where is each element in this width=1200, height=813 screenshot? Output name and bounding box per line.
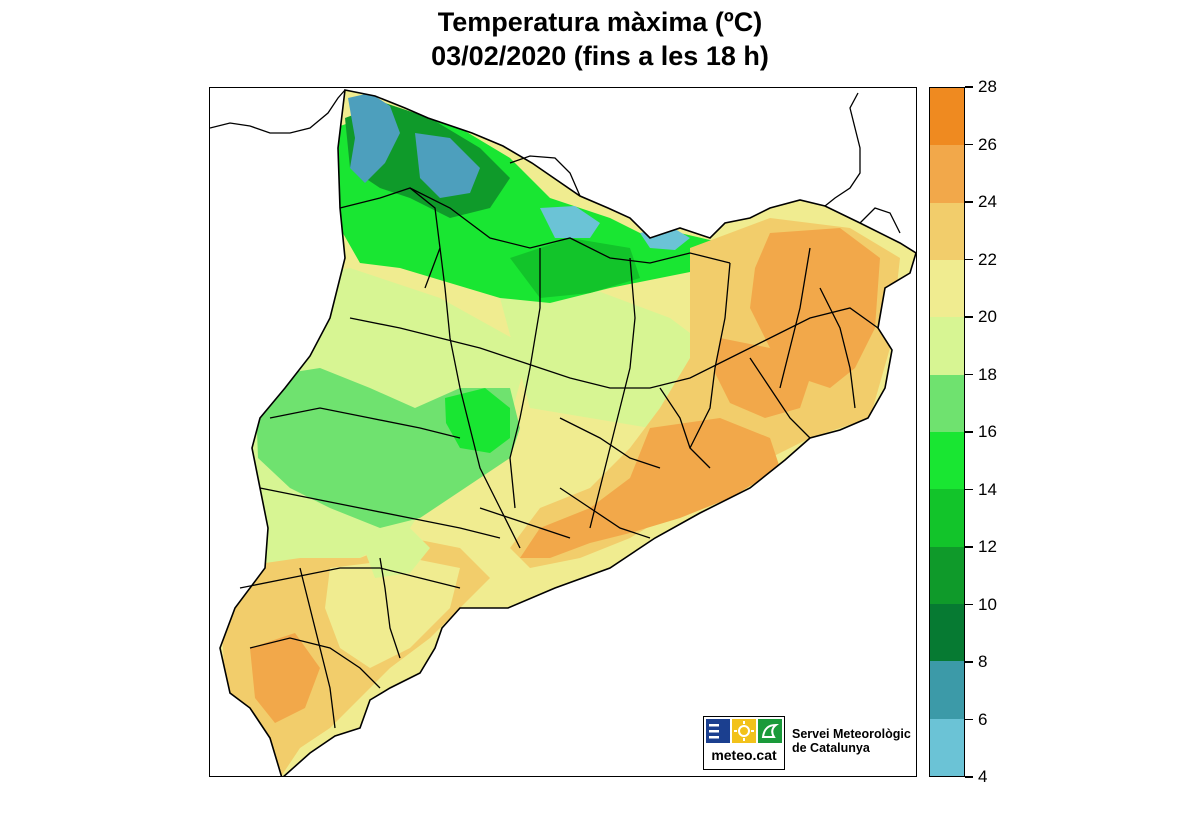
colorbar-tick — [965, 143, 973, 146]
colorbar-tick-label: 12 — [978, 537, 997, 556]
colorbar-segment — [930, 489, 964, 547]
catalonia-map-svg — [210, 89, 916, 776]
zone-pale-green-prades — [360, 528, 430, 578]
zone-green-central-hills — [445, 388, 510, 453]
logo-land-icon — [758, 719, 782, 743]
colorbar-segment — [930, 145, 964, 203]
temperature-colorbar — [929, 87, 965, 777]
colorbar-tick-label: 8 — [978, 652, 988, 671]
zone-pale-green-center — [500, 288, 710, 428]
colorbar-tick — [965, 373, 973, 376]
logo-bars-icon — [706, 719, 730, 743]
colorbar-tick-label: 24 — [978, 192, 997, 211]
zone-cold-blue-peaks — [415, 133, 480, 198]
colorbar-tick-label: 10 — [978, 594, 997, 614]
agency-line1: Servei Meteorològic — [792, 727, 911, 741]
colorbar-segment — [930, 88, 964, 146]
colorbar-tick — [965, 603, 973, 606]
colorbar-tick — [965, 718, 973, 721]
catalonia-outline — [219, 89, 916, 776]
colorbar-tick-label: 20 — [978, 307, 997, 326]
colorbar-tick — [965, 661, 973, 663]
meteocat-logo: meteo.cat — [703, 716, 785, 770]
colorbar-segment — [930, 718, 964, 776]
colorbar-segment — [930, 259, 964, 318]
colorbar-tick — [965, 488, 973, 491]
zone-orange-ebre — [250, 633, 320, 723]
map-title: Temperatura màxima (ºC) — [437, 7, 763, 37]
colorbar-tick — [965, 546, 973, 548]
colorbar-tick-label: 28 — [978, 77, 997, 96]
logo-text: meteo.cat — [711, 747, 777, 763]
colorbar-tick-label: 6 — [978, 709, 988, 729]
colorbar-segment — [930, 317, 964, 375]
zone-yellow-south-interior — [325, 558, 460, 668]
colorbar-tick-label: 18 — [978, 364, 997, 384]
colorbar-tick — [965, 201, 973, 203]
colorbar-tick — [965, 316, 973, 318]
zone-dark-green-ridge — [510, 238, 640, 298]
colorbar-segment — [930, 202, 964, 260]
colorbar-tick — [965, 86, 973, 88]
colorbar-segment — [930, 661, 964, 719]
temperature-map — [209, 87, 917, 777]
map-subtitle-date: 03/02/2020 (fins a les 18 h) — [431, 41, 769, 71]
zone-orange-interior — [715, 338, 810, 418]
zone-cold-blue-east — [540, 206, 600, 238]
zone-orange-coast — [520, 418, 780, 558]
zone-orange-emporda — [750, 228, 880, 388]
colorbar-segment — [930, 603, 964, 662]
zone-cold-blue-aran — [348, 93, 400, 183]
colorbar-tick-label: 16 — [978, 422, 997, 441]
colorbar-tick-label: 4 — [978, 767, 988, 786]
colorbar-tick-label: 14 — [978, 479, 997, 499]
agency-name: Servei Meteorològic de Catalunya — [792, 727, 911, 755]
colorbar-tick — [965, 258, 973, 261]
colorbar-segment — [930, 431, 964, 490]
agency-line2: de Catalunya — [792, 741, 870, 755]
colorbar-tick — [965, 776, 973, 778]
comarca-boundaries — [239, 187, 879, 729]
colorbar-segment — [930, 374, 964, 432]
colorbar-segment — [930, 546, 964, 604]
colorbar-tick — [965, 431, 973, 433]
logo-sun-icon — [732, 719, 756, 743]
neighbour-borders — [210, 89, 901, 234]
colorbar-tick-label: 26 — [978, 134, 997, 154]
colorbar-tick-label: 22 — [978, 249, 997, 269]
